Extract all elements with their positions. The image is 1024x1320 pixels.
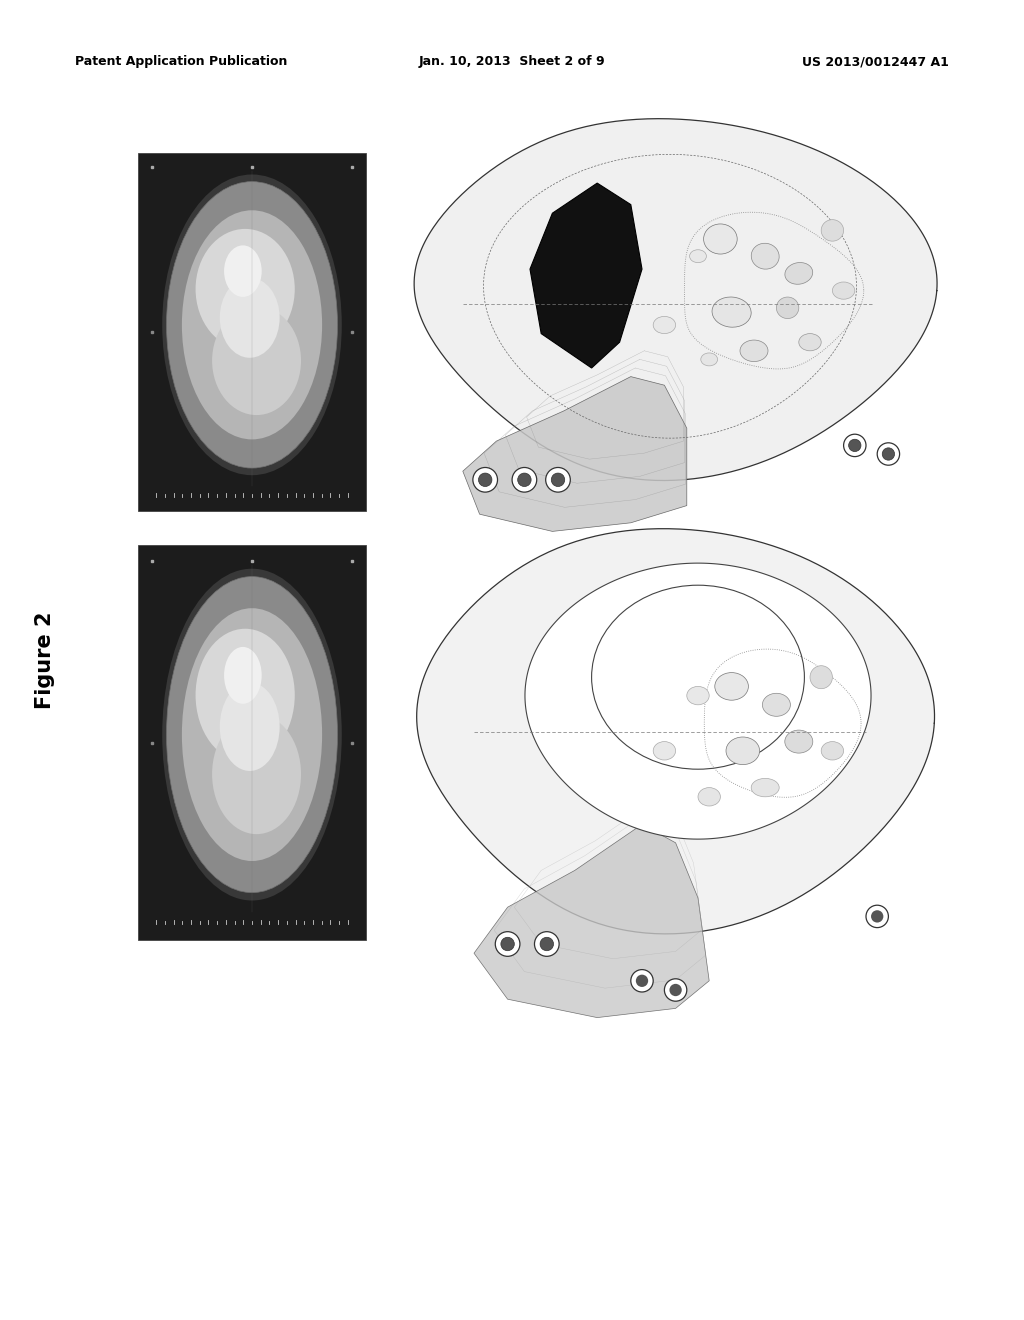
Circle shape	[496, 932, 520, 956]
Circle shape	[844, 434, 866, 457]
Polygon shape	[474, 825, 710, 1018]
Ellipse shape	[763, 693, 791, 717]
Ellipse shape	[799, 334, 821, 351]
Ellipse shape	[752, 779, 779, 797]
Circle shape	[540, 937, 554, 950]
Ellipse shape	[703, 224, 737, 253]
Ellipse shape	[700, 352, 718, 366]
Circle shape	[665, 979, 687, 1001]
Circle shape	[478, 473, 492, 487]
Ellipse shape	[162, 569, 342, 900]
Ellipse shape	[776, 297, 799, 318]
Polygon shape	[525, 564, 871, 840]
Ellipse shape	[740, 341, 768, 362]
Ellipse shape	[821, 219, 844, 242]
Ellipse shape	[833, 282, 855, 300]
Circle shape	[883, 447, 895, 461]
Circle shape	[849, 440, 861, 451]
Circle shape	[518, 473, 531, 487]
Ellipse shape	[224, 647, 262, 704]
Ellipse shape	[784, 730, 813, 754]
Ellipse shape	[726, 737, 760, 764]
Circle shape	[535, 932, 559, 956]
Ellipse shape	[162, 174, 342, 475]
Circle shape	[546, 467, 570, 492]
Ellipse shape	[653, 317, 676, 334]
Polygon shape	[417, 529, 935, 933]
Circle shape	[501, 937, 514, 950]
Ellipse shape	[167, 577, 338, 892]
Ellipse shape	[220, 277, 280, 358]
Ellipse shape	[592, 585, 805, 770]
Ellipse shape	[167, 182, 338, 469]
Circle shape	[670, 983, 682, 997]
Ellipse shape	[182, 609, 323, 861]
Text: Jan. 10, 2013  Sheet 2 of 9: Jan. 10, 2013 Sheet 2 of 9	[419, 55, 605, 69]
Ellipse shape	[752, 243, 779, 269]
Ellipse shape	[196, 228, 295, 350]
Text: Figure 2: Figure 2	[35, 611, 55, 709]
Ellipse shape	[689, 249, 707, 263]
Text: US 2013/0012447 A1: US 2013/0012447 A1	[802, 55, 949, 69]
Circle shape	[878, 442, 900, 465]
Bar	[138, 153, 366, 511]
Ellipse shape	[653, 742, 676, 760]
Ellipse shape	[784, 263, 813, 284]
Ellipse shape	[715, 673, 749, 700]
Circle shape	[631, 970, 653, 993]
Ellipse shape	[687, 686, 710, 705]
Circle shape	[551, 473, 564, 487]
Polygon shape	[414, 119, 937, 480]
Polygon shape	[530, 183, 642, 368]
Ellipse shape	[810, 665, 833, 689]
Circle shape	[866, 906, 889, 928]
Circle shape	[871, 911, 884, 923]
Circle shape	[473, 467, 498, 492]
Ellipse shape	[212, 306, 301, 414]
Ellipse shape	[212, 714, 301, 834]
Ellipse shape	[698, 788, 721, 807]
Ellipse shape	[196, 628, 295, 762]
Ellipse shape	[224, 246, 262, 297]
Ellipse shape	[182, 210, 323, 440]
Ellipse shape	[220, 682, 280, 771]
Bar	[138, 545, 366, 940]
Polygon shape	[463, 376, 687, 532]
Circle shape	[636, 974, 648, 987]
Ellipse shape	[821, 742, 844, 760]
Text: Patent Application Publication: Patent Application Publication	[75, 55, 288, 69]
Circle shape	[512, 467, 537, 492]
Ellipse shape	[712, 297, 752, 327]
